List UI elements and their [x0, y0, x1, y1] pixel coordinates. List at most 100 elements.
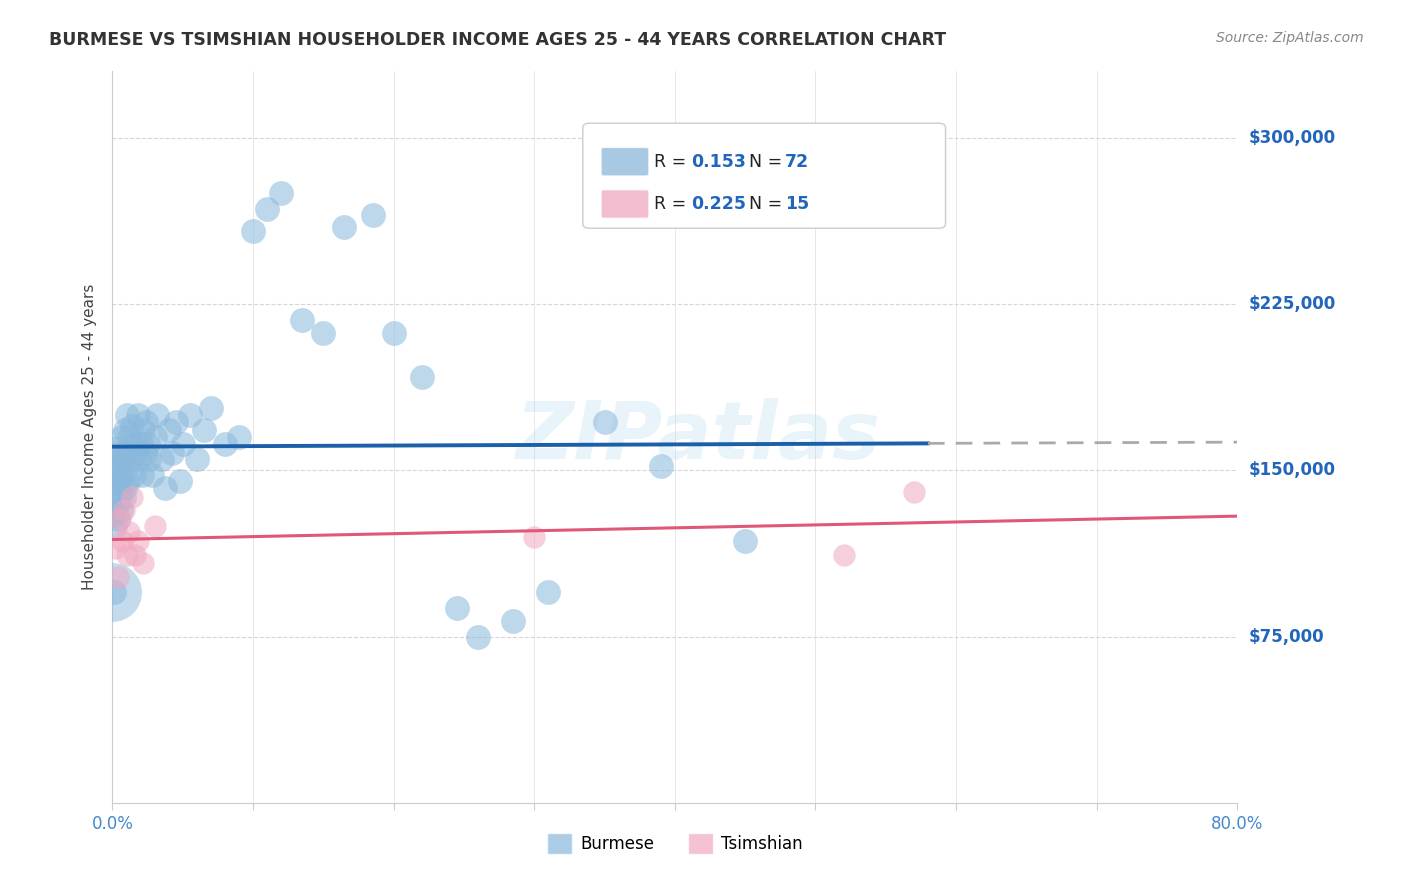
Point — [128, 452, 150, 467]
Point — [124, 436, 146, 450]
Point — [141, 467, 163, 482]
Point — [101, 585, 124, 599]
Point — [115, 548, 138, 562]
Text: 15: 15 — [785, 194, 810, 213]
Point — [103, 585, 125, 599]
Point — [193, 424, 215, 438]
Point — [112, 452, 135, 467]
Point — [132, 557, 155, 571]
Point — [734, 534, 756, 549]
Point — [118, 525, 141, 540]
Text: ZIPatlas: ZIPatlas — [515, 398, 880, 476]
Legend: Burmese, Tsimshian: Burmese, Tsimshian — [540, 827, 810, 860]
Point — [111, 534, 134, 549]
Point — [107, 512, 129, 526]
Point — [214, 436, 236, 450]
Point — [169, 475, 191, 489]
Point — [103, 508, 125, 522]
Text: 72: 72 — [785, 153, 810, 170]
Point — [228, 430, 250, 444]
Point — [127, 534, 149, 549]
Point — [108, 452, 131, 467]
Point — [172, 436, 194, 450]
Point — [105, 475, 128, 489]
Point — [502, 614, 524, 628]
Point — [108, 475, 131, 489]
Point — [107, 441, 129, 455]
Text: Source: ZipAtlas.com: Source: ZipAtlas.com — [1216, 31, 1364, 45]
Point — [114, 481, 136, 495]
Point — [136, 436, 159, 450]
Point — [135, 415, 157, 429]
Point — [104, 518, 127, 533]
Point — [107, 570, 129, 584]
Point — [411, 370, 433, 384]
Point — [467, 630, 489, 644]
Point — [124, 548, 146, 562]
Point — [111, 430, 134, 444]
Text: N =: N = — [748, 153, 787, 170]
Text: BURMESE VS TSIMSHIAN HOUSEHOLDER INCOME AGES 25 - 44 YEARS CORRELATION CHART: BURMESE VS TSIMSHIAN HOUSEHOLDER INCOME … — [49, 31, 946, 49]
Point — [114, 424, 136, 438]
Point — [291, 312, 314, 326]
Point — [143, 430, 166, 444]
Point — [523, 530, 546, 544]
Point — [117, 475, 139, 489]
Point — [186, 452, 208, 467]
Point — [157, 424, 180, 438]
Point — [122, 467, 145, 482]
Point — [129, 436, 152, 450]
Point — [312, 326, 335, 340]
Point — [125, 445, 148, 459]
Point — [108, 490, 131, 504]
Point — [537, 585, 560, 599]
Point — [200, 401, 222, 416]
Point — [112, 503, 135, 517]
Point — [160, 445, 183, 459]
Point — [105, 497, 128, 511]
Point — [134, 445, 156, 459]
Text: N =: N = — [748, 194, 787, 213]
Point — [165, 415, 187, 429]
Point — [146, 408, 169, 422]
Point — [179, 408, 201, 422]
Point — [903, 485, 925, 500]
Point — [115, 445, 138, 459]
Point — [132, 424, 155, 438]
Point — [118, 430, 141, 444]
Text: $225,000: $225,000 — [1249, 295, 1336, 313]
Text: $75,000: $75,000 — [1249, 628, 1324, 646]
Point — [382, 326, 405, 340]
Point — [270, 186, 292, 201]
Point — [153, 481, 176, 495]
Point — [256, 202, 278, 216]
Text: $300,000: $300,000 — [1249, 128, 1336, 147]
Point — [111, 467, 134, 482]
Point — [107, 467, 129, 482]
Point — [127, 408, 149, 422]
Point — [650, 458, 672, 473]
Point — [120, 452, 142, 467]
Point — [121, 490, 143, 504]
Point — [242, 224, 264, 238]
Point — [361, 209, 384, 223]
Point — [110, 445, 132, 459]
Point — [103, 485, 125, 500]
Point — [131, 467, 153, 482]
Point — [104, 463, 127, 477]
Point — [446, 600, 468, 615]
Point — [108, 512, 131, 526]
Point — [104, 541, 127, 555]
Point — [110, 503, 132, 517]
Point — [150, 452, 173, 467]
Text: R =: R = — [655, 194, 692, 213]
Point — [333, 219, 356, 234]
Point — [593, 415, 616, 429]
Text: R =: R = — [655, 153, 692, 170]
Point — [112, 490, 135, 504]
Point — [143, 518, 166, 533]
Text: 0.225: 0.225 — [692, 194, 747, 213]
Point — [138, 452, 160, 467]
Text: 0.153: 0.153 — [692, 153, 747, 170]
Point — [105, 452, 128, 467]
